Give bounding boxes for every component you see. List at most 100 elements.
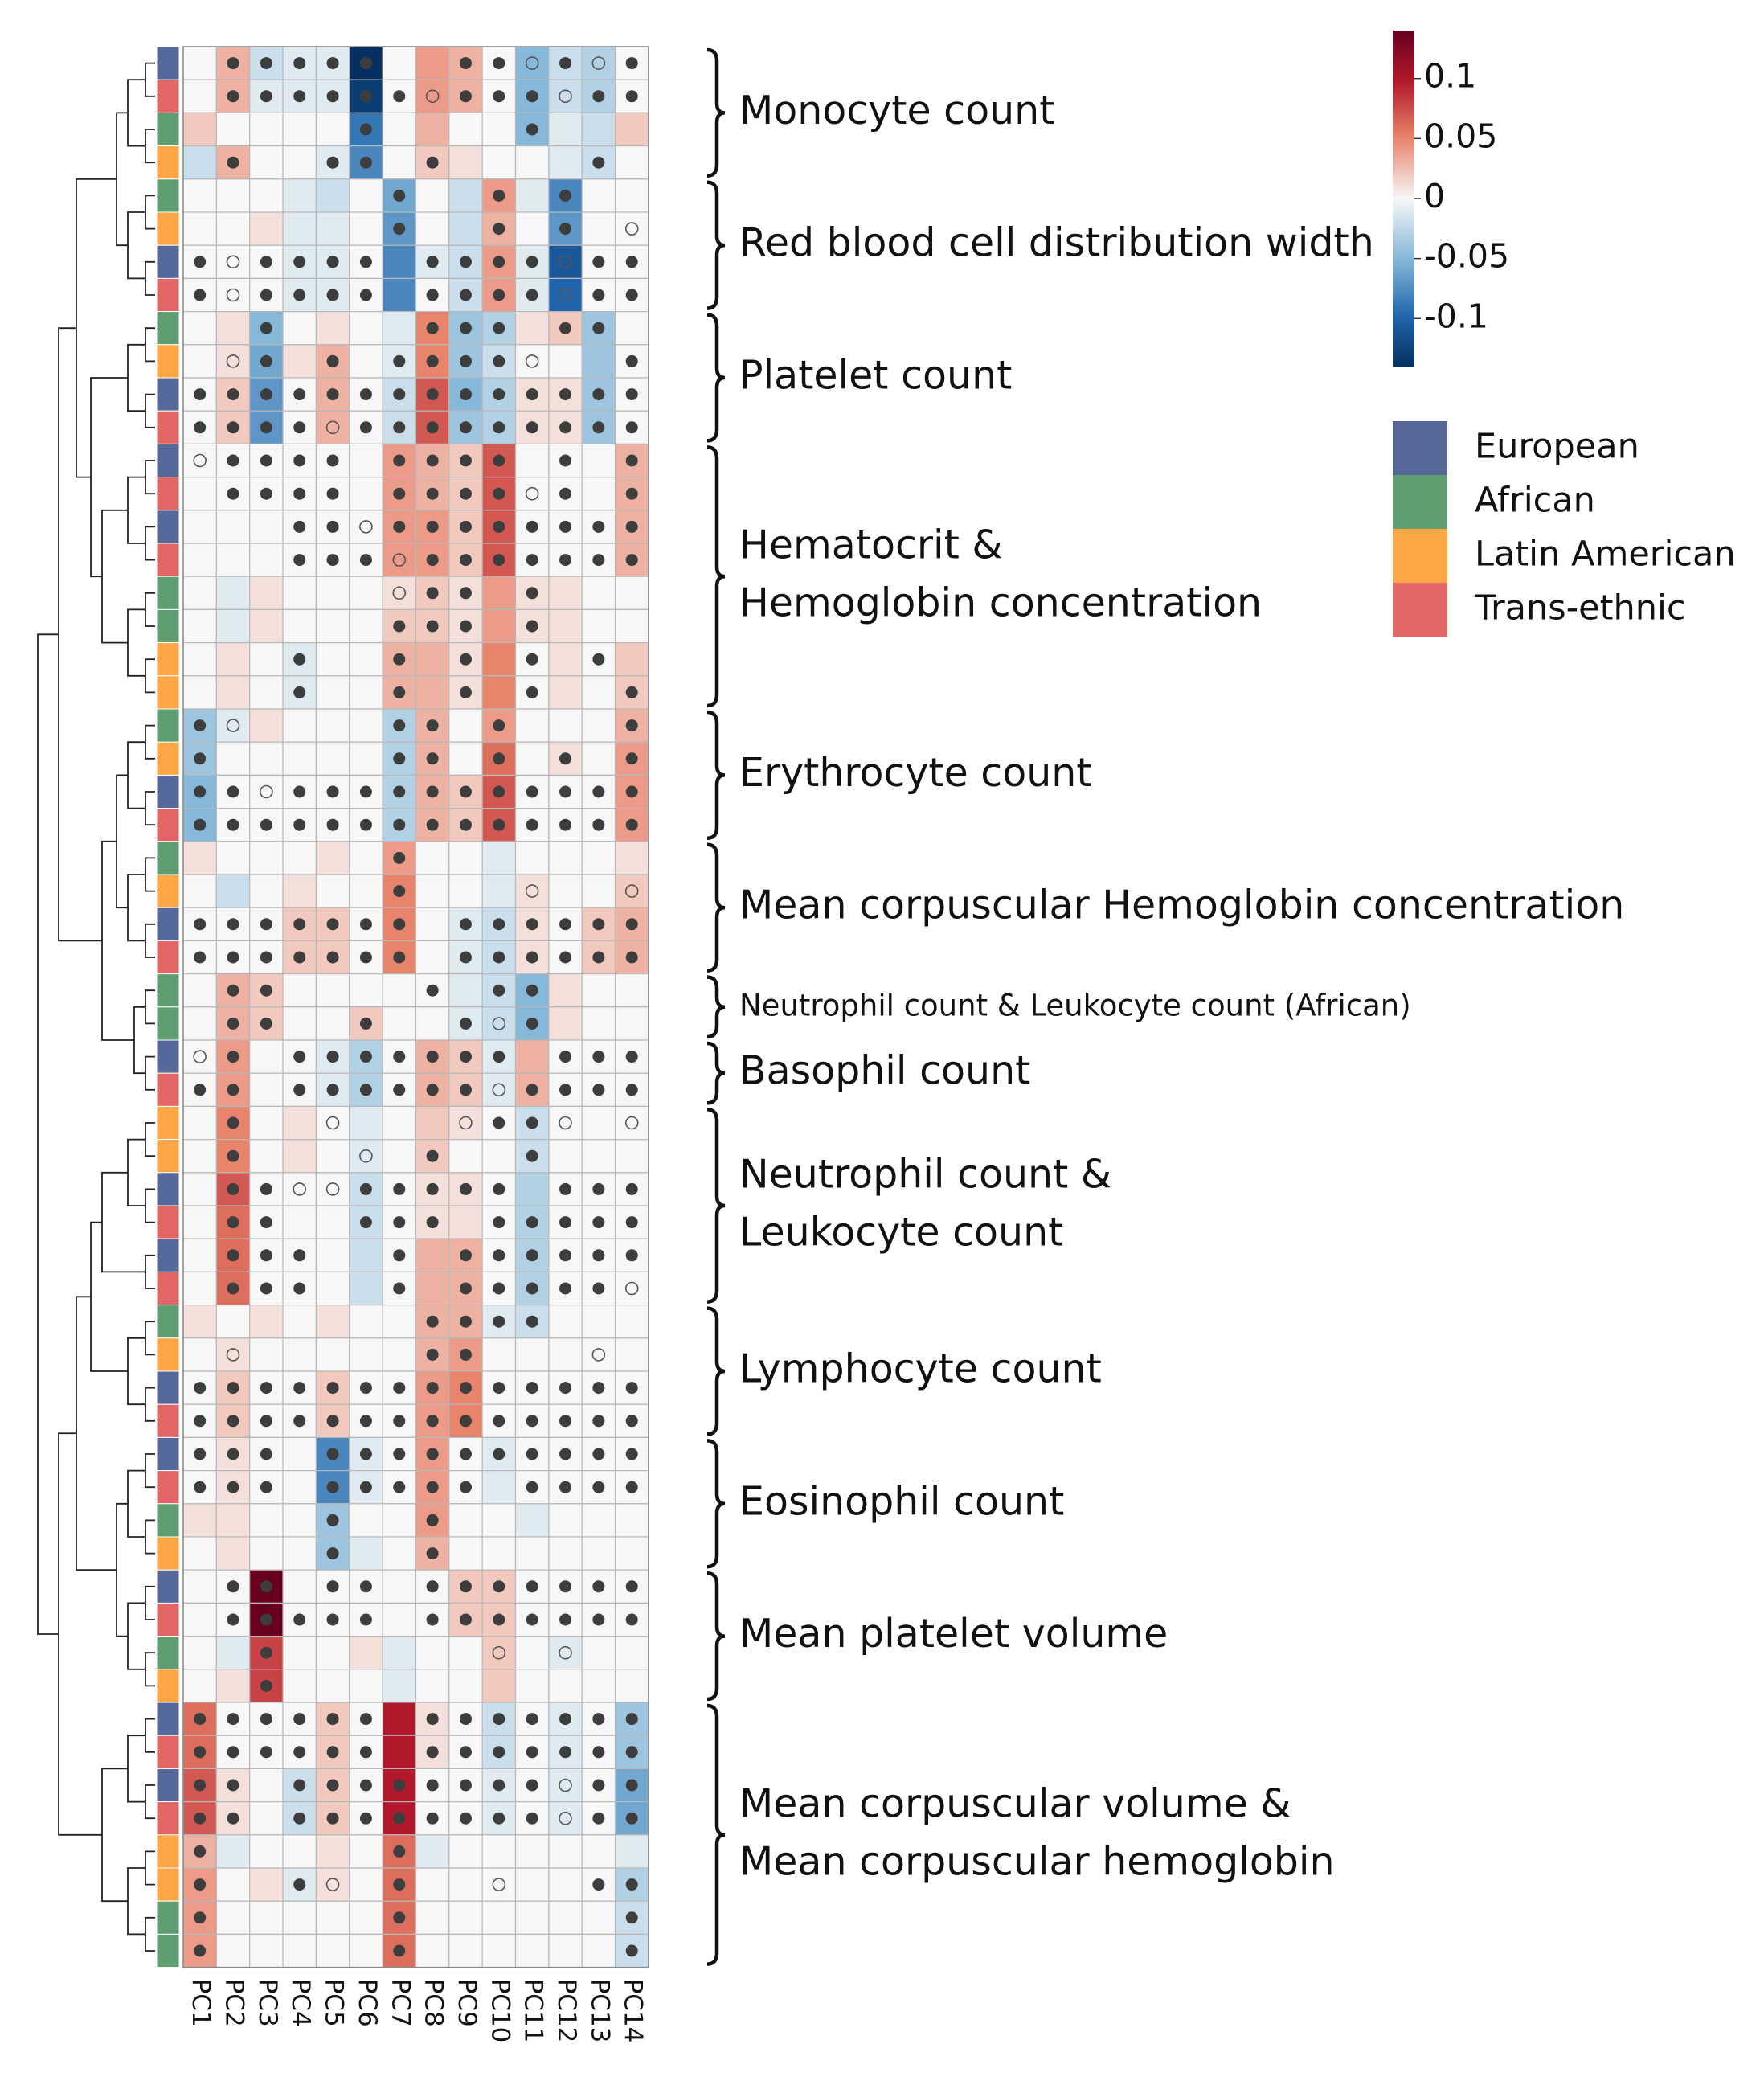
ancestry-strip-cell — [156, 1238, 180, 1272]
significant-marker — [625, 918, 638, 931]
significant-marker — [393, 1382, 406, 1395]
nominal-marker — [226, 255, 240, 269]
heatmap-cell — [315, 1900, 350, 1935]
heatmap-cell — [182, 1138, 217, 1174]
heatmap-cell — [514, 741, 550, 776]
heatmap-cell — [382, 1105, 417, 1141]
significant-marker — [260, 1448, 272, 1460]
significant-marker — [526, 1017, 538, 1030]
ancestry-strip-cell — [156, 510, 180, 544]
heatmap-cell — [349, 510, 383, 544]
heatmap-cell — [249, 211, 284, 246]
heatmap-cell — [182, 1536, 217, 1571]
significant-marker — [526, 554, 538, 567]
heatmap-cell — [349, 1271, 383, 1306]
heatmap-cell — [282, 1536, 317, 1571]
heatmap-cell — [282, 1172, 317, 1206]
group-label: Neutrophil count & Leukocyte count (Afri… — [739, 988, 1411, 1022]
significant-marker — [227, 454, 239, 467]
significant-marker — [426, 322, 439, 334]
significant-marker — [426, 554, 439, 567]
heatmap-cell — [581, 1469, 616, 1505]
significant-marker — [227, 1779, 239, 1792]
heatmap-cell — [548, 1138, 583, 1174]
group-label: Mean corpuscular volume & — [739, 1780, 1291, 1826]
significant-marker — [260, 57, 272, 70]
group-label: Basophil count — [739, 1048, 1030, 1094]
ancestry-strip-cell — [156, 1039, 180, 1074]
heatmap-cell — [481, 576, 517, 611]
significant-marker — [359, 1382, 372, 1395]
heatmap-cell — [514, 1172, 550, 1206]
heatmap-cell — [215, 277, 251, 313]
significant-marker — [359, 421, 372, 434]
legend-swatch — [1393, 583, 1447, 637]
significant-marker — [526, 620, 538, 633]
heatmap-cell — [581, 675, 616, 710]
significant-marker — [393, 189, 406, 202]
heatmap-cell — [249, 1569, 284, 1604]
heatmap-cell — [581, 178, 616, 213]
significant-marker — [393, 653, 406, 666]
heatmap-cell — [215, 244, 251, 280]
colorbar-tick-label: -0.1 — [1424, 297, 1488, 335]
heatmap-cell — [382, 1635, 417, 1670]
ancestry-strip-cell — [156, 277, 180, 313]
significant-marker — [227, 1746, 239, 1759]
significant-marker — [227, 487, 239, 500]
significant-marker — [194, 719, 207, 732]
heatmap-cell — [415, 112, 450, 147]
significant-marker — [293, 918, 306, 931]
heatmap-cell — [282, 112, 317, 147]
significant-marker — [559, 1713, 572, 1726]
heatmap-cell — [215, 675, 251, 710]
heatmap-cell — [614, 576, 649, 611]
heatmap-cell — [349, 874, 383, 908]
group-labels: Monocyte count Red blood cell distributio… — [739, 88, 1624, 1884]
significant-marker — [393, 1878, 406, 1891]
significant-marker — [625, 1713, 638, 1726]
significant-marker — [526, 818, 538, 831]
nominal-marker — [359, 1149, 373, 1163]
heatmap-cell — [215, 1536, 251, 1571]
ancestry-strip-cell — [156, 1702, 180, 1736]
heatmap-cell — [514, 1900, 550, 1935]
heatmap-cell — [182, 1039, 217, 1074]
significant-marker — [393, 1182, 406, 1195]
heatmap-cell — [514, 1039, 550, 1074]
heatmap-cell — [581, 1503, 616, 1538]
significant-marker — [493, 90, 505, 103]
significant-marker — [526, 90, 538, 103]
heatmap-cell — [282, 1304, 317, 1339]
ancestry-strip-cell — [156, 774, 180, 809]
ancestry-strip-cell — [156, 1436, 180, 1472]
ancestry-strip-cell — [156, 576, 180, 610]
significant-marker — [493, 1249, 505, 1262]
heatmap-cell — [182, 211, 217, 246]
heatmap-cell — [415, 841, 450, 875]
heatmap-cell — [215, 841, 251, 875]
significant-marker — [326, 256, 339, 268]
heatmap-cell — [514, 46, 550, 80]
significant-marker — [393, 1051, 406, 1063]
significant-marker — [559, 1415, 572, 1428]
heatmap-cell — [581, 1900, 616, 1935]
significant-marker — [227, 818, 239, 831]
significant-marker — [260, 1249, 272, 1262]
group-brace — [706, 1703, 726, 1966]
nominal-marker — [193, 453, 207, 468]
nominal-marker — [226, 354, 240, 368]
nominal-marker — [591, 56, 606, 70]
heatmap-cell — [581, 973, 616, 1008]
significant-marker — [426, 1348, 439, 1361]
significant-marker — [426, 354, 439, 367]
group-label: Red blood cell distribution width — [739, 220, 1374, 266]
legend-label: Trans-ethnic — [1474, 588, 1686, 629]
heatmap-cell — [448, 112, 483, 147]
ancestry-strip-cell — [156, 1669, 180, 1703]
heatmap-cell — [382, 311, 417, 346]
heatmap-cell — [548, 1834, 583, 1869]
heatmap-cell — [581, 1834, 616, 1869]
significant-marker — [194, 421, 207, 434]
heatmap-cell — [614, 841, 649, 875]
